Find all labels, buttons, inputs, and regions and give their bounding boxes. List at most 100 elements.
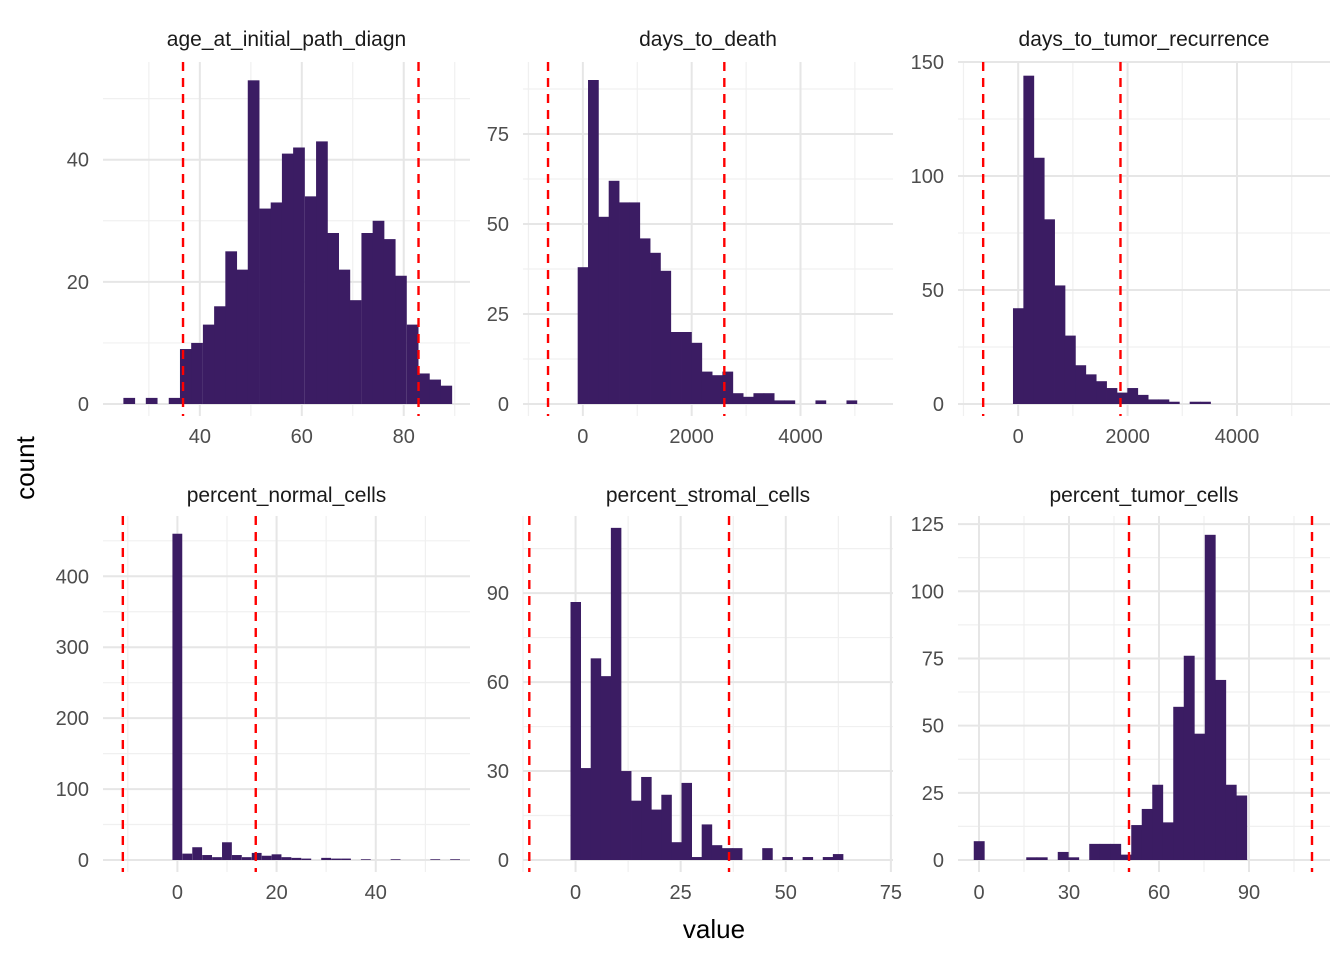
y-tick-label: 0	[933, 394, 944, 416]
histogram-bar	[671, 842, 682, 860]
x-tick-label: 80	[393, 426, 415, 448]
histogram-bar	[661, 794, 672, 860]
histogram-bar	[293, 147, 305, 404]
facet-title: days_to_death	[639, 28, 777, 51]
x-tick-label: 0	[577, 426, 588, 448]
histogram-bar	[762, 848, 773, 860]
histogram-bar	[450, 859, 460, 860]
y-tick-label: 0	[78, 394, 89, 416]
histogram-bar	[1131, 825, 1143, 860]
histogram-bar	[973, 841, 985, 860]
histogram-bar	[650, 252, 661, 404]
histogram-bar	[179, 349, 192, 404]
y-tick-label: 90	[487, 583, 509, 605]
y-tick-label: 30	[487, 761, 509, 783]
histogram-bar	[172, 533, 183, 860]
histogram-bar	[1075, 365, 1087, 404]
facet-panel: 0 50 100 150 0 2000 4000 days_to_tumor_recurren…	[911, 28, 1330, 448]
x-tick-label: 2000	[1105, 426, 1150, 448]
histogram-bar	[341, 858, 351, 860]
histogram-bar	[629, 202, 641, 404]
histogram-bar	[1194, 733, 1206, 860]
y-tick-label: 20	[67, 272, 89, 294]
histogram-bar	[321, 857, 332, 860]
histogram-bar	[1173, 706, 1185, 860]
y-tick-label: 60	[487, 672, 509, 694]
histogram-bar	[1162, 822, 1174, 860]
facet-panel: 0 30 60 90 0 25 50 75 percent_stromal_cells	[487, 484, 902, 904]
y-tick-label: 25	[922, 783, 944, 805]
histogram-bar	[1033, 157, 1045, 404]
histogram-bar	[281, 857, 292, 860]
histogram-bar	[832, 854, 844, 860]
histogram-bar	[701, 824, 713, 860]
histogram-bar	[1236, 795, 1248, 860]
histogram-bar	[338, 269, 351, 404]
y-tick-label: 50	[922, 716, 944, 738]
histogram-bar	[1096, 381, 1107, 404]
histogram-bar	[271, 854, 282, 860]
histogram-bar	[1158, 399, 1170, 404]
histogram-bar	[631, 800, 642, 860]
histogram-bar	[1068, 857, 1080, 860]
histogram-bar	[743, 396, 754, 404]
histogram-bar	[731, 848, 743, 860]
histogram-bar	[590, 658, 602, 860]
histogram-bar	[1057, 851, 1069, 860]
histogram-bar	[722, 371, 734, 404]
histogram-bar	[701, 371, 713, 404]
x-tick-label: 30	[1058, 882, 1080, 904]
histogram-bar	[222, 842, 232, 860]
histogram-bar	[802, 857, 814, 860]
histogram-bar	[1012, 308, 1024, 404]
y-tick-label: 75	[922, 648, 944, 670]
histogram-bar	[712, 375, 723, 404]
histogram-bar	[577, 267, 589, 404]
y-tick-label: 50	[487, 214, 509, 236]
y-tick-label: 0	[498, 394, 509, 416]
histogram-bar	[281, 153, 294, 404]
histogram-bar	[1141, 808, 1153, 860]
facet-panels: 0 20 40 40 60 80 age_at_initial_path_diagn 0 25 5…	[56, 28, 1330, 904]
histogram-bar	[580, 768, 592, 860]
x-axis-title: value	[683, 914, 745, 944]
histogram-bar	[1116, 392, 1128, 404]
histogram-bar	[390, 859, 401, 860]
y-tick-label: 100	[911, 166, 944, 188]
y-tick-label: 150	[911, 52, 944, 74]
y-tick-label: 0	[498, 850, 509, 872]
histogram-bar	[1215, 679, 1227, 860]
histogram-bar	[270, 202, 283, 404]
x-tick-label: 0	[172, 882, 183, 904]
histogram-bar	[619, 202, 630, 404]
histogram-bar	[660, 270, 672, 404]
y-tick-label: 300	[56, 637, 89, 659]
y-tick-label: 200	[56, 708, 89, 730]
histogram-bar	[192, 847, 203, 860]
x-tick-label: 60	[1148, 882, 1170, 904]
histogram-bar	[1137, 394, 1149, 404]
y-tick-label: 0	[78, 850, 89, 872]
facet-panel: 0 20 40 40 60 80 age_at_initial_path_diagn	[67, 28, 470, 448]
histogram-bar	[721, 848, 733, 860]
histogram-bar	[395, 275, 407, 404]
x-tick-label: 0	[973, 882, 984, 904]
histogram-bar	[429, 379, 441, 404]
x-tick-label: 90	[1238, 882, 1260, 904]
histogram-bar	[331, 858, 341, 860]
x-tick-label: 20	[265, 882, 287, 904]
histogram-bar	[327, 233, 339, 404]
histogram-bar	[691, 342, 703, 404]
histogram-bar	[1054, 285, 1066, 404]
histogram-bar	[639, 238, 651, 404]
histogram-bar	[822, 857, 834, 860]
x-tick-label: 0	[1013, 426, 1024, 448]
histogram-bar	[241, 857, 252, 860]
histogram-bar	[236, 269, 249, 404]
histogram-bar	[846, 400, 858, 404]
histogram-bar	[214, 306, 226, 404]
y-tick-label: 75	[487, 124, 509, 146]
facet-panel: 0 25 50 75 0 2000 4000 days_to_death	[487, 28, 893, 448]
histogram-bar	[651, 809, 662, 860]
histogram-bar	[774, 400, 785, 404]
